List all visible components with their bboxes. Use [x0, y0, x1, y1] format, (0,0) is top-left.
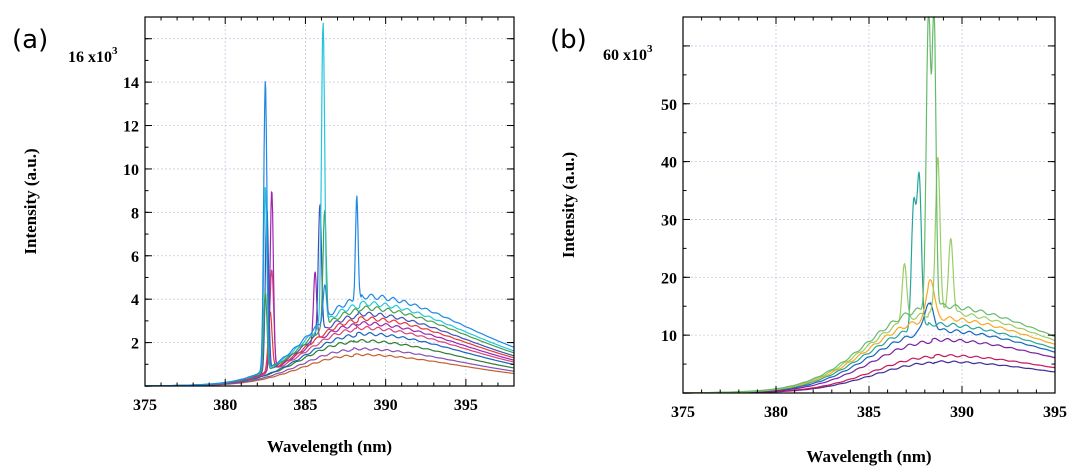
x-tick-label: 375 — [671, 404, 695, 421]
y-top-tick-multiplier: 16 x103 — [68, 45, 118, 66]
y-tick-label: 50 — [661, 97, 677, 114]
multiplier-exponent: 3 — [647, 43, 653, 55]
y-tick-label: 40 — [661, 155, 677, 172]
y-tick-label: 14 — [123, 75, 139, 92]
y-tick-label: 12 — [123, 119, 139, 136]
y-tick-label: 10 — [123, 162, 139, 179]
y-tick-label: 20 — [661, 270, 677, 287]
y-tick-label: 2 — [131, 336, 139, 353]
chart-panel-a: 375 380 385 390 395 2 4 6 8 10 12 14 16 x103 Waveleng… — [21, 16, 515, 456]
chart-panel-b: 375 380 385 390 395 10 20 30 40 50 60 x103 Waveleng… — [559, 16, 1067, 466]
y-tick-label: 6 — [131, 249, 139, 266]
x-tick-label: 390 — [950, 404, 974, 421]
x-tick-label: 380 — [213, 397, 237, 414]
x-tick-label: 380 — [764, 404, 788, 421]
y-tick-label: 10 — [661, 328, 677, 345]
y-tick-label: 30 — [661, 212, 677, 229]
x-tick-label: 375 — [133, 397, 157, 414]
y-axis-title: Intensity (a.u.) — [559, 152, 578, 258]
panel-a-label: (a) — [12, 25, 48, 55]
series-line-11 — [144, 80, 515, 387]
x-tick-label: 385 — [293, 397, 317, 414]
y-top-tick-multiplier: 60 x103 — [603, 43, 653, 64]
series-line-4 — [682, 302, 1056, 394]
plot-frame — [144, 16, 515, 387]
x-tick-label: 395 — [1043, 404, 1067, 421]
x-tick-label: 390 — [374, 397, 398, 414]
x-tick-label: 385 — [857, 404, 881, 421]
multiplier-exponent: 3 — [112, 45, 118, 57]
y-axis-title: Intensity (a.u.) — [21, 148, 40, 254]
series-line-2 — [144, 347, 515, 387]
x-tick-label: 395 — [454, 397, 478, 414]
x-axis-title: Wavelength (nm) — [806, 447, 931, 466]
series-line-8 — [682, 16, 1056, 394]
x-axis-title: Wavelength (nm) — [267, 437, 392, 456]
series-line-1 — [144, 353, 515, 387]
y-tick-label: 4 — [131, 292, 139, 309]
series-line-6 — [144, 191, 515, 387]
y-tick-label: 8 — [131, 205, 139, 222]
series-line-8 — [144, 204, 515, 387]
panel-b-label: (b) — [550, 25, 587, 55]
